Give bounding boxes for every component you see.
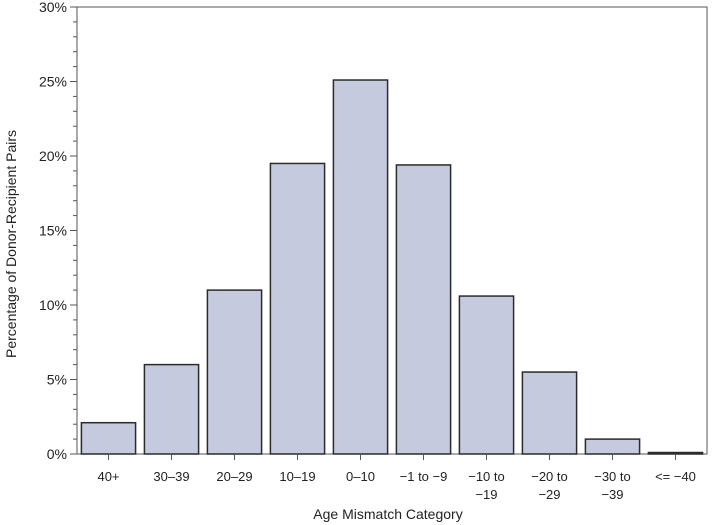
x-tick-label: −29 bbox=[538, 487, 560, 502]
x-tick-label: −19 bbox=[475, 487, 497, 502]
bar bbox=[647, 451, 704, 455]
bar bbox=[584, 438, 641, 455]
x-tick-label: 10–19 bbox=[279, 469, 315, 484]
x-tick-label: −1 to −9 bbox=[400, 469, 448, 484]
x-tick-label: −10 to bbox=[468, 469, 505, 484]
y-tick-label: 20% bbox=[39, 148, 67, 164]
x-tick-label: 40+ bbox=[97, 469, 119, 484]
bar bbox=[521, 371, 578, 455]
x-tick-label: −20 to bbox=[531, 469, 568, 484]
y-tick-label: 5% bbox=[47, 372, 67, 388]
bar bbox=[269, 162, 326, 455]
bar bbox=[332, 79, 389, 455]
x-axis-ticks: 40+ 30–39 20–29 10–19 0–10 −1 to −9 −10 to −19 −… bbox=[97, 454, 696, 502]
y-tick-label: 15% bbox=[39, 223, 67, 239]
y-tick-label: 10% bbox=[39, 297, 67, 313]
x-tick-label: <= −40 bbox=[655, 469, 696, 484]
bar bbox=[458, 295, 515, 455]
bar bbox=[143, 363, 200, 455]
x-tick-label: 0–10 bbox=[346, 469, 375, 484]
x-tick-label: −39 bbox=[601, 487, 623, 502]
bar bbox=[395, 164, 452, 455]
x-tick-label: 30–39 bbox=[153, 469, 189, 484]
bar bbox=[80, 421, 137, 455]
y-axis-ticks: 0% 5% 10% 15% 20% 25% 30% bbox=[39, 0, 77, 462]
x-tick-label: 20–29 bbox=[216, 469, 252, 484]
x-tick-label: −30 to bbox=[594, 469, 631, 484]
y-axis-title: Percentage of Donor-Recipient Pairs bbox=[3, 130, 19, 358]
x-axis-title: Age Mismatch Category bbox=[313, 506, 462, 522]
bars bbox=[80, 79, 704, 455]
y-tick-label: 25% bbox=[39, 74, 67, 90]
y-tick-label: 0% bbox=[47, 446, 67, 462]
y-tick-label: 30% bbox=[39, 0, 67, 15]
bar bbox=[206, 289, 263, 455]
